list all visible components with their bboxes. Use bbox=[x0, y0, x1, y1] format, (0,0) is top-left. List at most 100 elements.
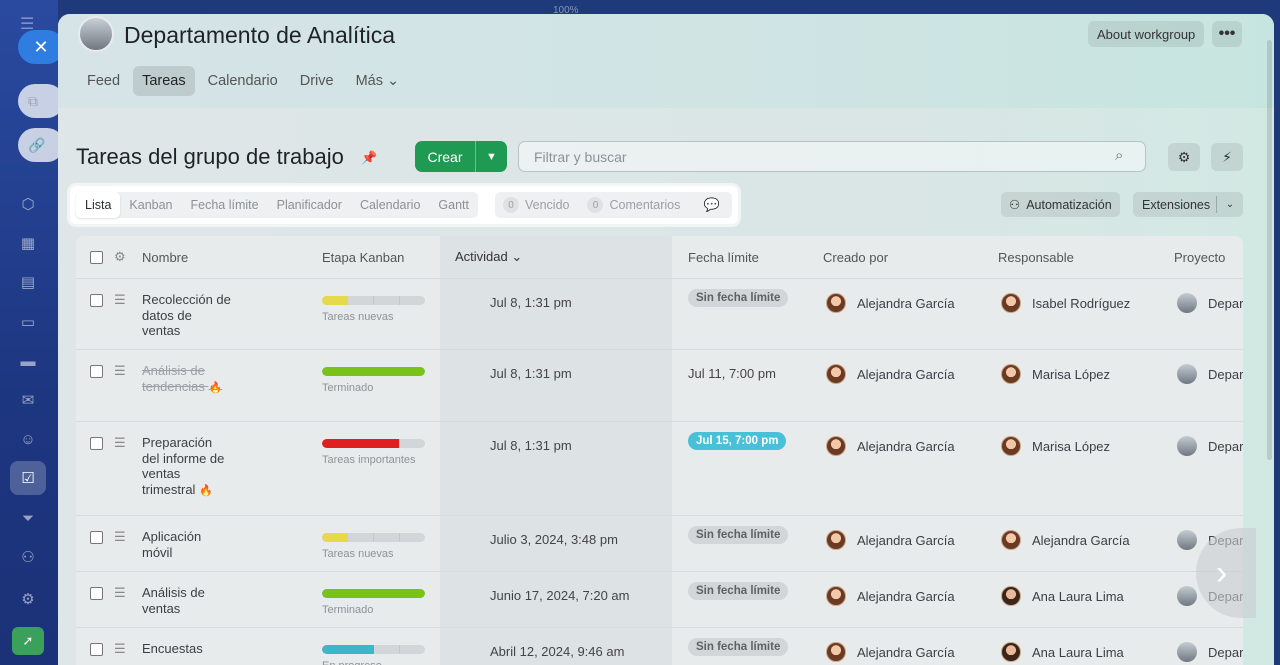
drag-handle-icon[interactable]: ☰ bbox=[114, 585, 126, 600]
deadline-badge[interactable]: Sin fecha límite bbox=[688, 526, 789, 544]
created-by[interactable]: Alejandra García bbox=[826, 642, 955, 662]
task-name-text[interactable]: Recolección de datos de ventas bbox=[142, 292, 231, 338]
task-name-text[interactable]: Análisis de tendencias bbox=[142, 363, 205, 394]
chevron-down-icon[interactable]: ▼ bbox=[486, 150, 497, 163]
view-gantt[interactable]: Gantt bbox=[438, 198, 469, 212]
row-checkbox[interactable] bbox=[90, 531, 103, 544]
header-activity[interactable]: Actividad ⌄ bbox=[455, 249, 523, 264]
stage-progress[interactable] bbox=[322, 589, 425, 598]
drag-handle-icon[interactable]: ☰ bbox=[114, 363, 126, 378]
view-kanban[interactable]: Kanban bbox=[129, 198, 173, 212]
funnel-icon[interactable]: ⏷ bbox=[21, 509, 34, 527]
more-options-button[interactable]: ••• bbox=[1212, 21, 1242, 47]
copy-link-button[interactable]: 🔗 bbox=[18, 128, 64, 162]
close-slider-button[interactable]: ✕ bbox=[18, 30, 64, 64]
mail-icon[interactable]: ✉ bbox=[21, 392, 35, 409]
gear-icon[interactable]: ⚙ bbox=[1168, 143, 1200, 171]
created-by[interactable]: Alejandra García bbox=[826, 364, 955, 384]
project[interactable]: Depar bbox=[1177, 642, 1243, 662]
create-label[interactable]: Crear bbox=[427, 148, 463, 165]
drag-handle-icon[interactable]: ☰ bbox=[114, 641, 126, 656]
grid-settings-icon[interactable]: ⚙ bbox=[114, 249, 126, 264]
view-list[interactable]: Lista bbox=[76, 192, 121, 218]
table-row[interactable]: ☰ Aplicación móvil Tareas nuevas Julio 3… bbox=[76, 515, 1243, 571]
project[interactable]: Depar bbox=[1177, 364, 1243, 384]
table-row[interactable]: ☰ Análisis de tendencias 🔥 Terminado Jul… bbox=[76, 349, 1243, 421]
view-deadline[interactable]: Fecha límite bbox=[190, 198, 259, 212]
stage-progress[interactable] bbox=[322, 645, 425, 654]
created-by[interactable]: Alejandra García bbox=[826, 586, 955, 606]
chevron-down-icon[interactable]: ⌄ bbox=[1225, 199, 1235, 210]
automation-button[interactable]: ⚇ Automatización bbox=[1001, 192, 1120, 217]
calendar-icon[interactable]: ▦ bbox=[20, 235, 36, 252]
pin-icon[interactable]: 📌 bbox=[361, 150, 378, 165]
deadline-badge[interactable]: Sin fecha límite bbox=[688, 582, 789, 600]
task-name-text[interactable]: Análisis de ventas bbox=[142, 585, 205, 616]
responsible[interactable]: Ana Laura Lima bbox=[1001, 586, 1124, 606]
responsible[interactable]: Isabel Rodríguez bbox=[1001, 293, 1130, 313]
header-name[interactable]: Nombre bbox=[142, 249, 189, 265]
contacts-icon[interactable]: ☺ bbox=[20, 430, 36, 448]
settings-icon[interactable]: ⚙ bbox=[21, 591, 35, 608]
search-icon[interactable]: ⌕ bbox=[1115, 147, 1124, 164]
select-all-checkbox[interactable] bbox=[90, 251, 103, 264]
extensions-button[interactable]: Extensiones ⌄ bbox=[1133, 192, 1243, 217]
tasks-icon[interactable]: ☑ bbox=[10, 461, 46, 495]
open-in-new-window-button[interactable]: ⧉ bbox=[18, 84, 64, 118]
document-icon[interactable]: ▤ bbox=[20, 274, 36, 291]
task-name[interactable]: Análisis de ventas bbox=[142, 585, 232, 616]
task-name[interactable]: Aplicación móvil bbox=[142, 529, 232, 560]
menu-icon[interactable]: ☰ bbox=[20, 16, 35, 33]
drag-handle-icon[interactable]: ☰ bbox=[114, 435, 126, 450]
tab-feed[interactable]: Feed bbox=[87, 73, 121, 89]
stage-progress[interactable] bbox=[322, 439, 425, 448]
task-name-text[interactable]: Preparación del informe de ventas trimes… bbox=[142, 435, 225, 497]
responsible[interactable]: Marisa López bbox=[1001, 364, 1110, 384]
created-by[interactable]: Alejandra García bbox=[826, 530, 955, 550]
launch-icon[interactable]: ➚ bbox=[12, 627, 44, 655]
tab-tasks[interactable]: Tareas bbox=[133, 66, 195, 96]
row-checkbox[interactable] bbox=[90, 437, 103, 450]
task-name[interactable]: Análisis de tendencias 🔥 bbox=[142, 363, 232, 396]
drag-handle-icon[interactable]: ☰ bbox=[114, 529, 126, 544]
create-button[interactable]: Crear ▼ bbox=[415, 141, 507, 172]
table-row[interactable]: ☰ Recolección de datos de ventas Tareas … bbox=[76, 278, 1243, 349]
row-checkbox[interactable] bbox=[90, 643, 103, 656]
tab-drive[interactable]: Drive bbox=[299, 73, 334, 89]
tab-more[interactable]: Más ⌄ bbox=[355, 73, 400, 89]
header-stage[interactable]: Etapa Kanban bbox=[322, 249, 405, 265]
row-checkbox[interactable] bbox=[90, 365, 103, 378]
board-icon[interactable]: ▭ bbox=[20, 314, 36, 331]
view-planner[interactable]: Planificador bbox=[276, 198, 342, 212]
read-all-comments-icon[interactable]: 💬 bbox=[703, 197, 720, 212]
table-row[interactable]: ☰ Encuestas En progreso Abril 12, 2024, … bbox=[76, 627, 1243, 665]
created-by[interactable]: Alejandra García bbox=[826, 436, 955, 456]
stage-progress[interactable] bbox=[322, 367, 425, 376]
stage-progress[interactable] bbox=[322, 296, 425, 305]
task-name-text[interactable]: Encuestas bbox=[142, 641, 203, 656]
card-icon[interactable]: ▬ bbox=[20, 352, 36, 370]
drag-handle-icon[interactable]: ☰ bbox=[114, 292, 126, 307]
header-responsible[interactable]: Responsable bbox=[998, 249, 1074, 265]
scrollbar[interactable] bbox=[1267, 40, 1272, 460]
row-checkbox[interactable] bbox=[90, 587, 103, 600]
robot-icon[interactable]: ⚇ bbox=[21, 549, 35, 566]
deadline-badge[interactable]: Sin fecha límite bbox=[688, 638, 789, 656]
responsible[interactable]: Alejandra García bbox=[1001, 530, 1130, 550]
deadline-badge[interactable]: Jul 15, 7:00 pm bbox=[688, 432, 787, 450]
created-by[interactable]: Alejandra García bbox=[826, 293, 955, 313]
project[interactable]: Depar bbox=[1177, 436, 1243, 456]
task-name[interactable]: Recolección de datos de ventas bbox=[142, 292, 232, 339]
task-name[interactable]: Encuestas bbox=[142, 641, 232, 657]
view-calendar[interactable]: Calendario bbox=[359, 198, 421, 212]
about-workgroup-button[interactable]: About workgroup bbox=[1088, 21, 1205, 47]
row-checkbox[interactable] bbox=[90, 294, 103, 307]
task-name-text[interactable]: Aplicación móvil bbox=[142, 529, 202, 560]
comments-counter[interactable]: 0 Comentarios bbox=[587, 197, 680, 213]
table-row[interactable]: ☰ Análisis de ventas Terminado Junio 17,… bbox=[76, 571, 1243, 627]
project[interactable]: Depar bbox=[1177, 293, 1243, 313]
lightning-icon[interactable]: ⚡ bbox=[1211, 143, 1243, 171]
deadline-badge[interactable]: Sin fecha límite bbox=[688, 289, 789, 307]
task-name[interactable]: Preparación del informe de ventas trimes… bbox=[142, 435, 232, 499]
tab-calendar[interactable]: Calendario bbox=[207, 73, 278, 89]
